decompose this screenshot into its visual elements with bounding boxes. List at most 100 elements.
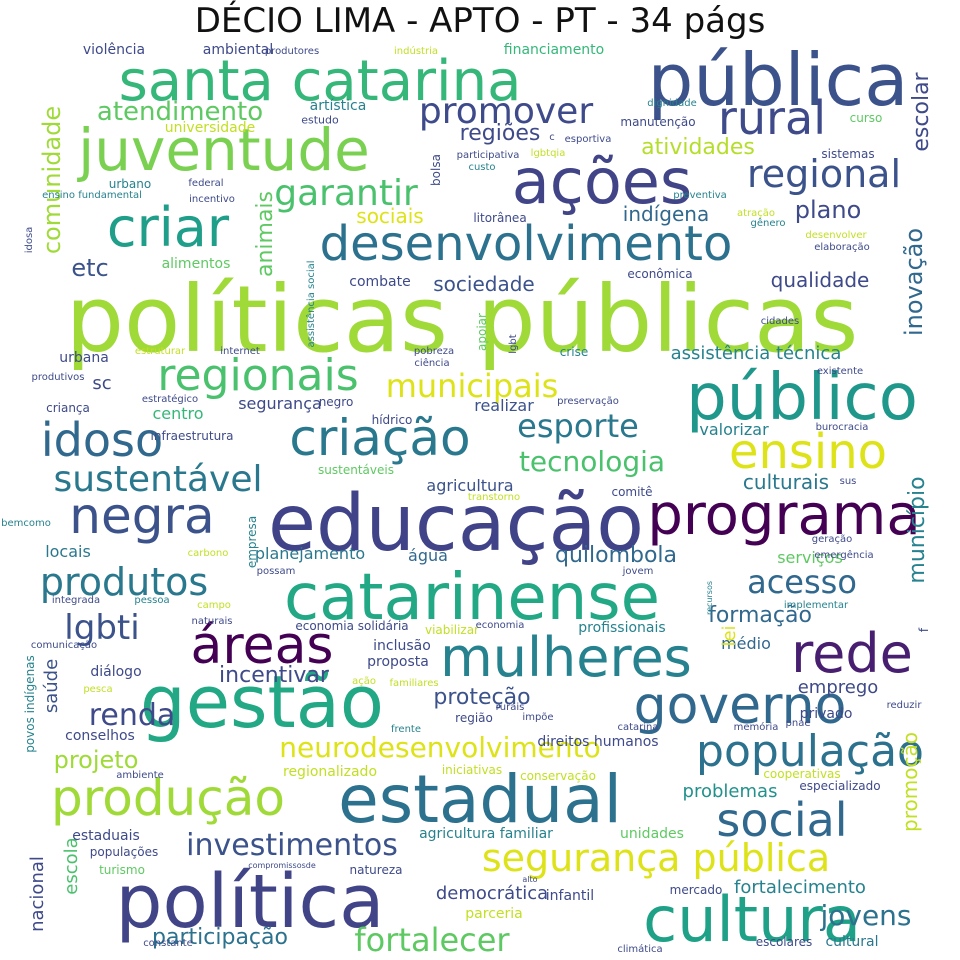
word-rede: rede [791, 622, 913, 685]
word-naturais: naturais [191, 616, 233, 627]
word-genero: gênero [750, 218, 786, 229]
word-economia: economia [475, 620, 525, 631]
word-universidade: universidade [164, 120, 256, 136]
word-educacao: educação [267, 479, 645, 569]
word-carbono: carbono [187, 548, 229, 559]
word-comunicacao: comunicação [30, 640, 98, 651]
word-seguranca: segurança [238, 394, 322, 413]
word-estadual: estadual [338, 761, 622, 838]
word-municipio: município [905, 476, 930, 584]
word-dialogo: diálogo [90, 664, 142, 680]
word-transtorno: transtorno [467, 492, 521, 503]
word-regioes: regiões [459, 121, 541, 146]
word-internet: internet [220, 346, 260, 357]
word-governo: governo [633, 676, 847, 736]
word-manutencao: manutenção [620, 115, 696, 129]
word-cultura: cultura [643, 883, 861, 956]
word-pessoa: pessoa [134, 595, 170, 606]
word-regiao: região [455, 711, 493, 725]
word-existente: existente [816, 366, 864, 377]
word-direitos-humanos: direitos humanos [537, 734, 659, 750]
word-escolares: escolares [755, 935, 813, 949]
word-indigena: indígena [622, 202, 710, 226]
word-idosa: idosa [24, 226, 35, 254]
word-integrada: integrada [51, 595, 101, 606]
word-frente: frente [391, 724, 421, 735]
word-empresa: empresa [245, 515, 259, 569]
word-implementar: implementar [783, 600, 849, 611]
word-ensino: ensino [728, 424, 888, 480]
word-garantir: garantir [274, 173, 418, 214]
word-custo: custo [468, 162, 496, 173]
word-recursos: recursos [705, 580, 714, 616]
word-escola: escola [61, 837, 82, 895]
word-cultural: cultural [825, 934, 879, 950]
word-conselhos: conselhos [65, 728, 135, 744]
word-negra: negra [69, 487, 215, 545]
word-sistemas: sistemas [821, 147, 875, 161]
word-c: c [549, 132, 555, 143]
word-cloud: políticas públicas educação pública santa c… [0, 42, 960, 960]
word-politica: política [115, 859, 385, 945]
word-crianca: criança [46, 401, 90, 415]
word-ciencia: ciência [414, 358, 450, 369]
word-animais: animais [253, 190, 278, 278]
word-atracao: atração [736, 208, 776, 219]
word-plano: plano [794, 196, 862, 224]
word-pnae: pnae [785, 718, 811, 729]
word-social: social [716, 793, 848, 847]
word-valorizar: valorizar [699, 420, 769, 439]
word-compromissosde: compromissosde [248, 861, 316, 870]
word-artistica: artística [309, 98, 367, 114]
word-infantil: infantil [545, 888, 595, 904]
word-inclusao: inclusão [373, 638, 431, 654]
word-populacao: população [696, 726, 924, 777]
word-bemcomo: bemcomo [1, 518, 51, 529]
word-incentivo: incentivo [189, 194, 235, 205]
word-fortalecimento: fortalecimento [734, 877, 866, 898]
word-hidrico: hídrico [371, 413, 413, 427]
word-produtores: produtores [264, 46, 320, 57]
word-inovacao: inovação [900, 227, 928, 337]
word-economia-solidaria: economia solidária [295, 619, 409, 633]
word-agricultura-familiar: agricultura familiar [419, 826, 553, 842]
word-urbana: urbana [59, 350, 109, 366]
word-seguranca-publica: segurança pública [481, 836, 831, 880]
word-formacao: formação [708, 603, 812, 628]
word-ambiente: ambiente [116, 770, 164, 781]
word-parceria: parceria [465, 906, 523, 922]
word-incentivar: incentivar [219, 663, 329, 688]
word-estruturar: estruturar [134, 346, 186, 357]
word-urbano: urbano [108, 177, 152, 191]
word-municipais: municipais [385, 367, 559, 405]
word-regional: regional [746, 152, 902, 196]
word-pobreza: pobreza [413, 346, 455, 357]
word-agricultura: agricultura [426, 476, 514, 495]
word-acao: ação [352, 676, 376, 687]
word-criar: criar [106, 196, 230, 259]
word-populacoes: populações [89, 845, 159, 859]
word-politicas-publicas: políticas públicas [65, 266, 859, 373]
word-ensino-fundamental: ensino fundamental [42, 190, 142, 201]
word-profissionais: profissionais [578, 620, 666, 636]
word-atividades: atividades [641, 135, 755, 160]
word-financiamento: financiamento [503, 42, 605, 58]
word-apoiar: apoiar [475, 313, 489, 351]
word-f: f [917, 627, 931, 633]
word-dignidade: dignidade [647, 98, 697, 109]
word-lgbt: lgbt [508, 334, 519, 354]
word-impoe: impõe [522, 712, 554, 723]
word-locais: locais [45, 542, 91, 561]
word-protecao: proteção [433, 685, 531, 710]
word-producao: produção [51, 769, 285, 827]
word-violencia: violência [82, 42, 146, 58]
word-planejamento: planejamento [254, 544, 366, 563]
word-comite: comitê [611, 485, 653, 499]
word-preservacao: preservação [557, 396, 619, 407]
word-iniciativas: iniciativas [441, 763, 503, 777]
word-sustentaveis: sustentáveis [318, 463, 394, 477]
word-democratica: democrática [435, 883, 549, 904]
word-constante: constante [143, 938, 193, 949]
word-investimentos: investimentos [186, 828, 398, 863]
word-participativa: participativa [456, 150, 520, 161]
